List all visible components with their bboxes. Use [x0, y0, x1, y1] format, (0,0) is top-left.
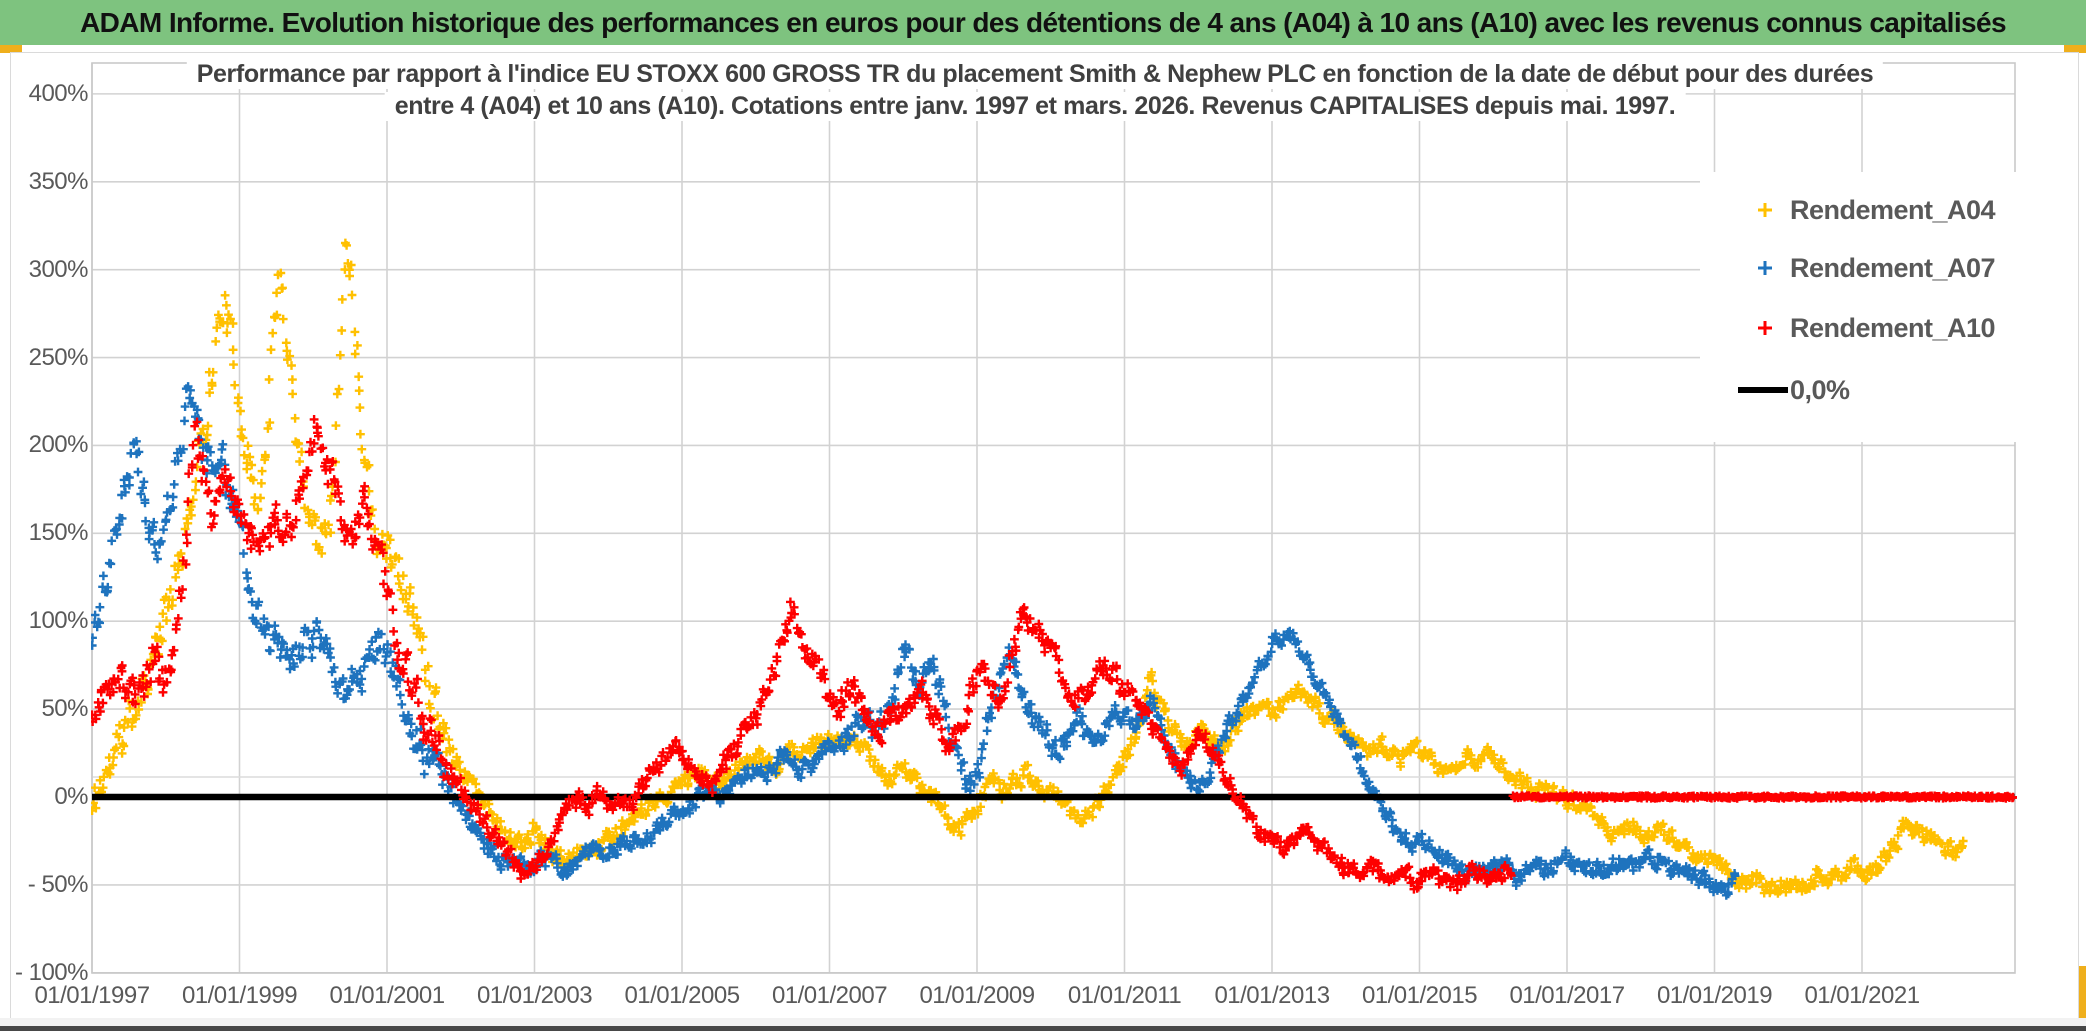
legend-label: Rendement_A10: [1790, 312, 1996, 343]
legend-item-rendement-a07: Rendement_A07: [1700, 248, 2078, 288]
y-tick-label: 50%: [41, 695, 88, 723]
series-a10-flat-zero-markers: [1508, 791, 2017, 803]
header-bar: ADAM Informe. Evolution historique des p…: [0, 0, 2086, 45]
x-tick-label: 01/01/2011: [1067, 982, 1182, 1009]
series-a07-markers: [91, 382, 1740, 900]
legend-plus-marker-icon: [1758, 261, 1772, 275]
legend-label: Rendement_A04: [1790, 194, 1996, 225]
header-title: ADAM Informe. Evolution historique des p…: [80, 6, 2006, 38]
legend: Rendement_A04 Rendement_A07 Rendement_A10 0…: [1700, 172, 2078, 442]
bottom-strip-light: [0, 1018, 2086, 1026]
y-tick-label: 150%: [28, 519, 89, 547]
x-tick-label: 01/01/2019: [1656, 982, 1773, 1009]
legend-plus-marker-icon: [1758, 203, 1772, 217]
plot-area: [91, 238, 2017, 900]
y-tick-label: - 50%: [27, 870, 89, 898]
legend-item-rendement-a10: Rendement_A10: [1700, 308, 2078, 348]
y-tick-label: 100%: [28, 607, 89, 635]
y-tick-label: 200%: [28, 431, 89, 459]
x-tick-label: 01/01/2001: [329, 982, 445, 1009]
legend-item-rendement-a04: Rendement_A04: [1700, 190, 2078, 230]
x-tick-label: 01/01/2007: [771, 982, 888, 1009]
y-tick-label: 400%: [28, 79, 89, 107]
legend-zero-line-swatch: [1738, 387, 1788, 393]
x-tick-label: 01/01/1997: [34, 982, 150, 1009]
accent-top-left: [0, 45, 22, 53]
x-tick-label: 01/01/2005: [624, 982, 740, 1009]
x-tick-label: 01/01/1999: [181, 982, 298, 1009]
x-tick-label: 01/01/2013: [1214, 982, 1330, 1009]
x-tick-label: 01/01/2009: [919, 982, 1035, 1009]
legend-plus-marker-icon: [1758, 321, 1772, 335]
y-tick-label: 350%: [28, 167, 89, 195]
chart-title-line2: entre 4 (A04) et 10 ans (A10). Cotations…: [384, 92, 1686, 121]
accent-top-right: [2064, 45, 2086, 53]
y-tick-label: 300%: [28, 255, 89, 283]
x-tick-label: 01/01/2021: [1804, 982, 1920, 1009]
series-a10-markers: [91, 415, 1516, 895]
legend-label: Rendement_A07: [1790, 252, 1996, 283]
y-tick-label: - 100%: [14, 958, 89, 986]
x-tick-label: 01/01/2003: [476, 982, 593, 1009]
legend-label: 0,0%: [1790, 374, 1850, 405]
x-tick-label: 01/01/2015: [1361, 982, 1478, 1009]
bottom-strip-dark: [0, 1026, 2086, 1031]
chart-title-line1: Performance par rapport à l'indice EU ST…: [186, 60, 1884, 89]
y-tick-label: 250%: [28, 343, 89, 371]
legend-item-0-0-: 0,0%: [1700, 370, 2078, 410]
x-tick-label: 01/01/2017: [1509, 982, 1625, 1009]
accent-bottom-right-vertical: [2078, 966, 2086, 1031]
y-tick-label: 0%: [54, 783, 88, 810]
